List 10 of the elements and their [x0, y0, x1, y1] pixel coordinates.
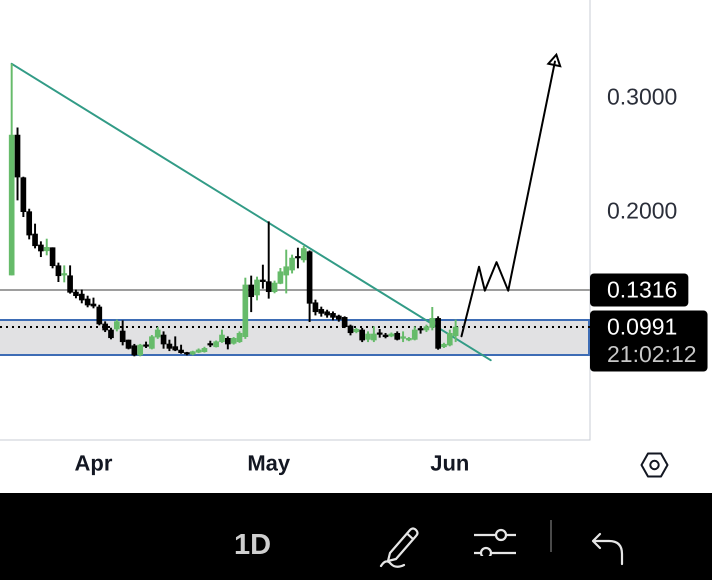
text: 21:02:12: [607, 340, 697, 367]
ref-line-label: 0.0991: [607, 313, 678, 340]
text: 1D: [234, 529, 272, 562]
ref-line-label: 0.1316: [607, 276, 678, 302]
y-tick-label: 0.3000: [607, 83, 678, 110]
x-tick-label: Apr: [74, 450, 113, 476]
x-tick-label: Jun: [430, 450, 470, 476]
y-tick-label: 0.2000: [607, 197, 678, 224]
x-tick-label: May: [247, 450, 291, 476]
candlestick: [295, 248, 301, 268]
